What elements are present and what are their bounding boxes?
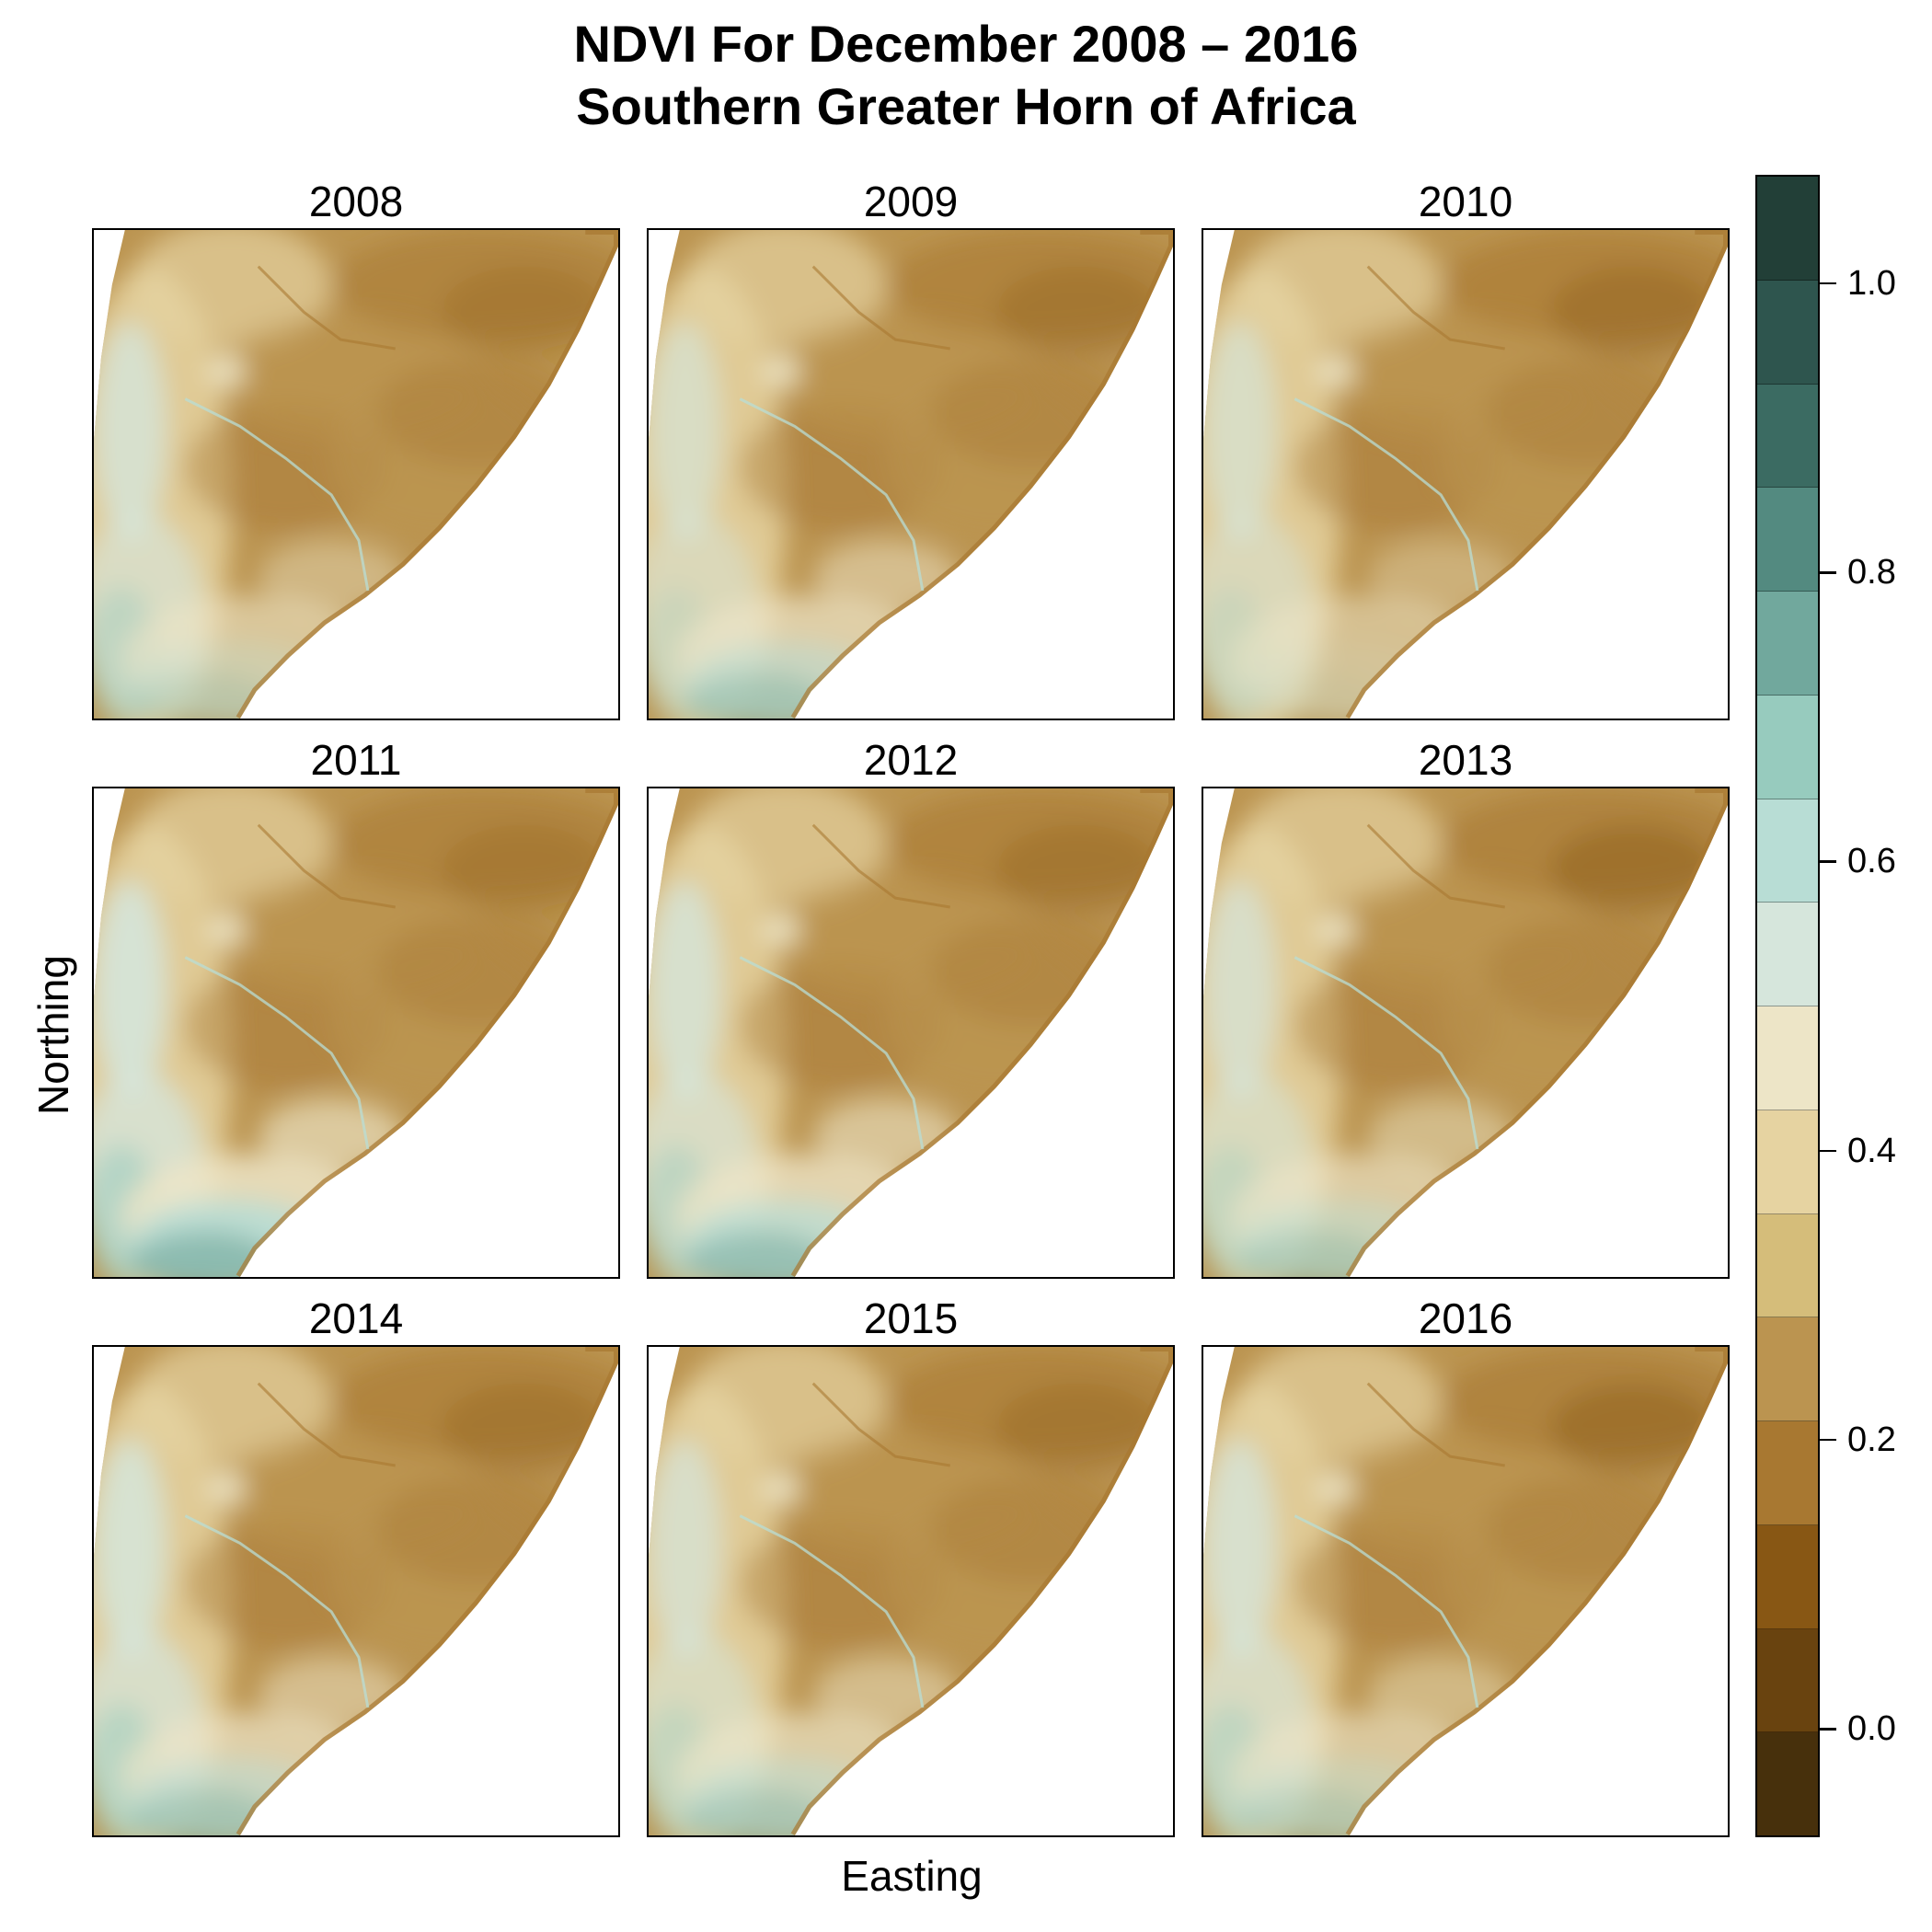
panel-year-label: 2012 [863, 736, 959, 784]
figure-title: NDVI For December 2008 – 2016 Southern G… [0, 13, 1932, 138]
x-axis-label: Easting [841, 1852, 983, 1900]
colorbar-tick [1820, 571, 1836, 574]
ndvi-map-panel [92, 1345, 620, 1837]
panel-year-label: 2011 [310, 736, 402, 784]
ndvi-colorbar [1755, 175, 1820, 1837]
colorbar-segment [1757, 1317, 1818, 1421]
colorbar-tick [1820, 860, 1836, 863]
panel-year-label: 2009 [863, 178, 959, 225]
panel-year-label: 2014 [308, 1294, 404, 1342]
colorbar-segment [1757, 592, 1818, 696]
colorbar-segment [1757, 1110, 1818, 1214]
colorbar-segment [1757, 1213, 1818, 1318]
colorbar-segment [1757, 1421, 1818, 1525]
colorbar-segment [1757, 1732, 1818, 1835]
colorbar-segment [1757, 903, 1818, 1006]
ndvi-map-panel [647, 228, 1175, 720]
ndvi-raster [649, 788, 1173, 1277]
ndvi-map-panel [1202, 1345, 1730, 1837]
colorbar-tick-label: 0.8 [1847, 553, 1896, 592]
ndvi-map-panel [92, 228, 620, 720]
ndvi-raster [94, 230, 618, 719]
colorbar-segment [1757, 1006, 1818, 1110]
colorbar-tick [1820, 1728, 1836, 1731]
ndvi-raster [649, 1347, 1173, 1835]
colorbar-tick-label: 0.4 [1847, 1131, 1896, 1170]
title-line-2: Southern Greater Horn of Africa [576, 77, 1356, 135]
ndvi-raster [1203, 1347, 1728, 1835]
panel-year-label: 2016 [1418, 1294, 1513, 1342]
ndvi-raster [94, 1347, 618, 1835]
y-axis-label: Northing [29, 955, 77, 1115]
ndvi-map-panel [1202, 228, 1730, 720]
colorbar-segment [1757, 280, 1818, 385]
panel-year-label: 2013 [1418, 736, 1513, 784]
colorbar-segment [1757, 1628, 1818, 1733]
ndvi-raster [1203, 230, 1728, 719]
colorbar-tick-label: 1.0 [1847, 263, 1896, 303]
ndvi-raster [1203, 788, 1728, 1277]
ndvi-map-panel [647, 787, 1175, 1279]
panel-year-label: 2015 [863, 1294, 959, 1342]
ndvi-map-panel [647, 1345, 1175, 1837]
ndvi-raster [94, 788, 618, 1277]
colorbar-segment [1757, 488, 1818, 592]
colorbar-tick [1820, 282, 1836, 285]
title-line-1: NDVI For December 2008 – 2016 [573, 15, 1359, 73]
colorbar-tick-label: 0.6 [1847, 842, 1896, 881]
panel-year-label: 2008 [308, 178, 404, 225]
colorbar-tick-label: 0.2 [1847, 1420, 1896, 1459]
colorbar-tick [1820, 1149, 1836, 1153]
colorbar-segment [1757, 384, 1818, 489]
panel-year-label: 2010 [1418, 178, 1513, 225]
ndvi-raster [649, 230, 1173, 719]
ndvi-map-panel [92, 787, 620, 1279]
colorbar-tick [1820, 1438, 1836, 1442]
colorbar-segment [1757, 799, 1818, 903]
colorbar-segment [1757, 1524, 1818, 1629]
colorbar-segment [1757, 177, 1818, 281]
colorbar-segment [1757, 695, 1818, 799]
ndvi-map-panel [1202, 787, 1730, 1279]
colorbar-tick-label: 0.0 [1847, 1709, 1896, 1749]
